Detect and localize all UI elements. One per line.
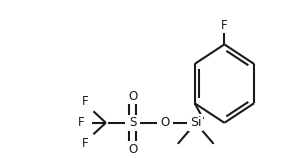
Text: Si: Si bbox=[190, 116, 201, 129]
Text: S: S bbox=[129, 116, 136, 129]
Text: O: O bbox=[128, 90, 137, 103]
Text: O: O bbox=[128, 143, 137, 156]
Text: O: O bbox=[161, 116, 170, 129]
Text: F: F bbox=[221, 19, 228, 32]
Text: F: F bbox=[78, 116, 85, 129]
Text: F: F bbox=[82, 95, 89, 108]
Text: F: F bbox=[82, 137, 89, 150]
